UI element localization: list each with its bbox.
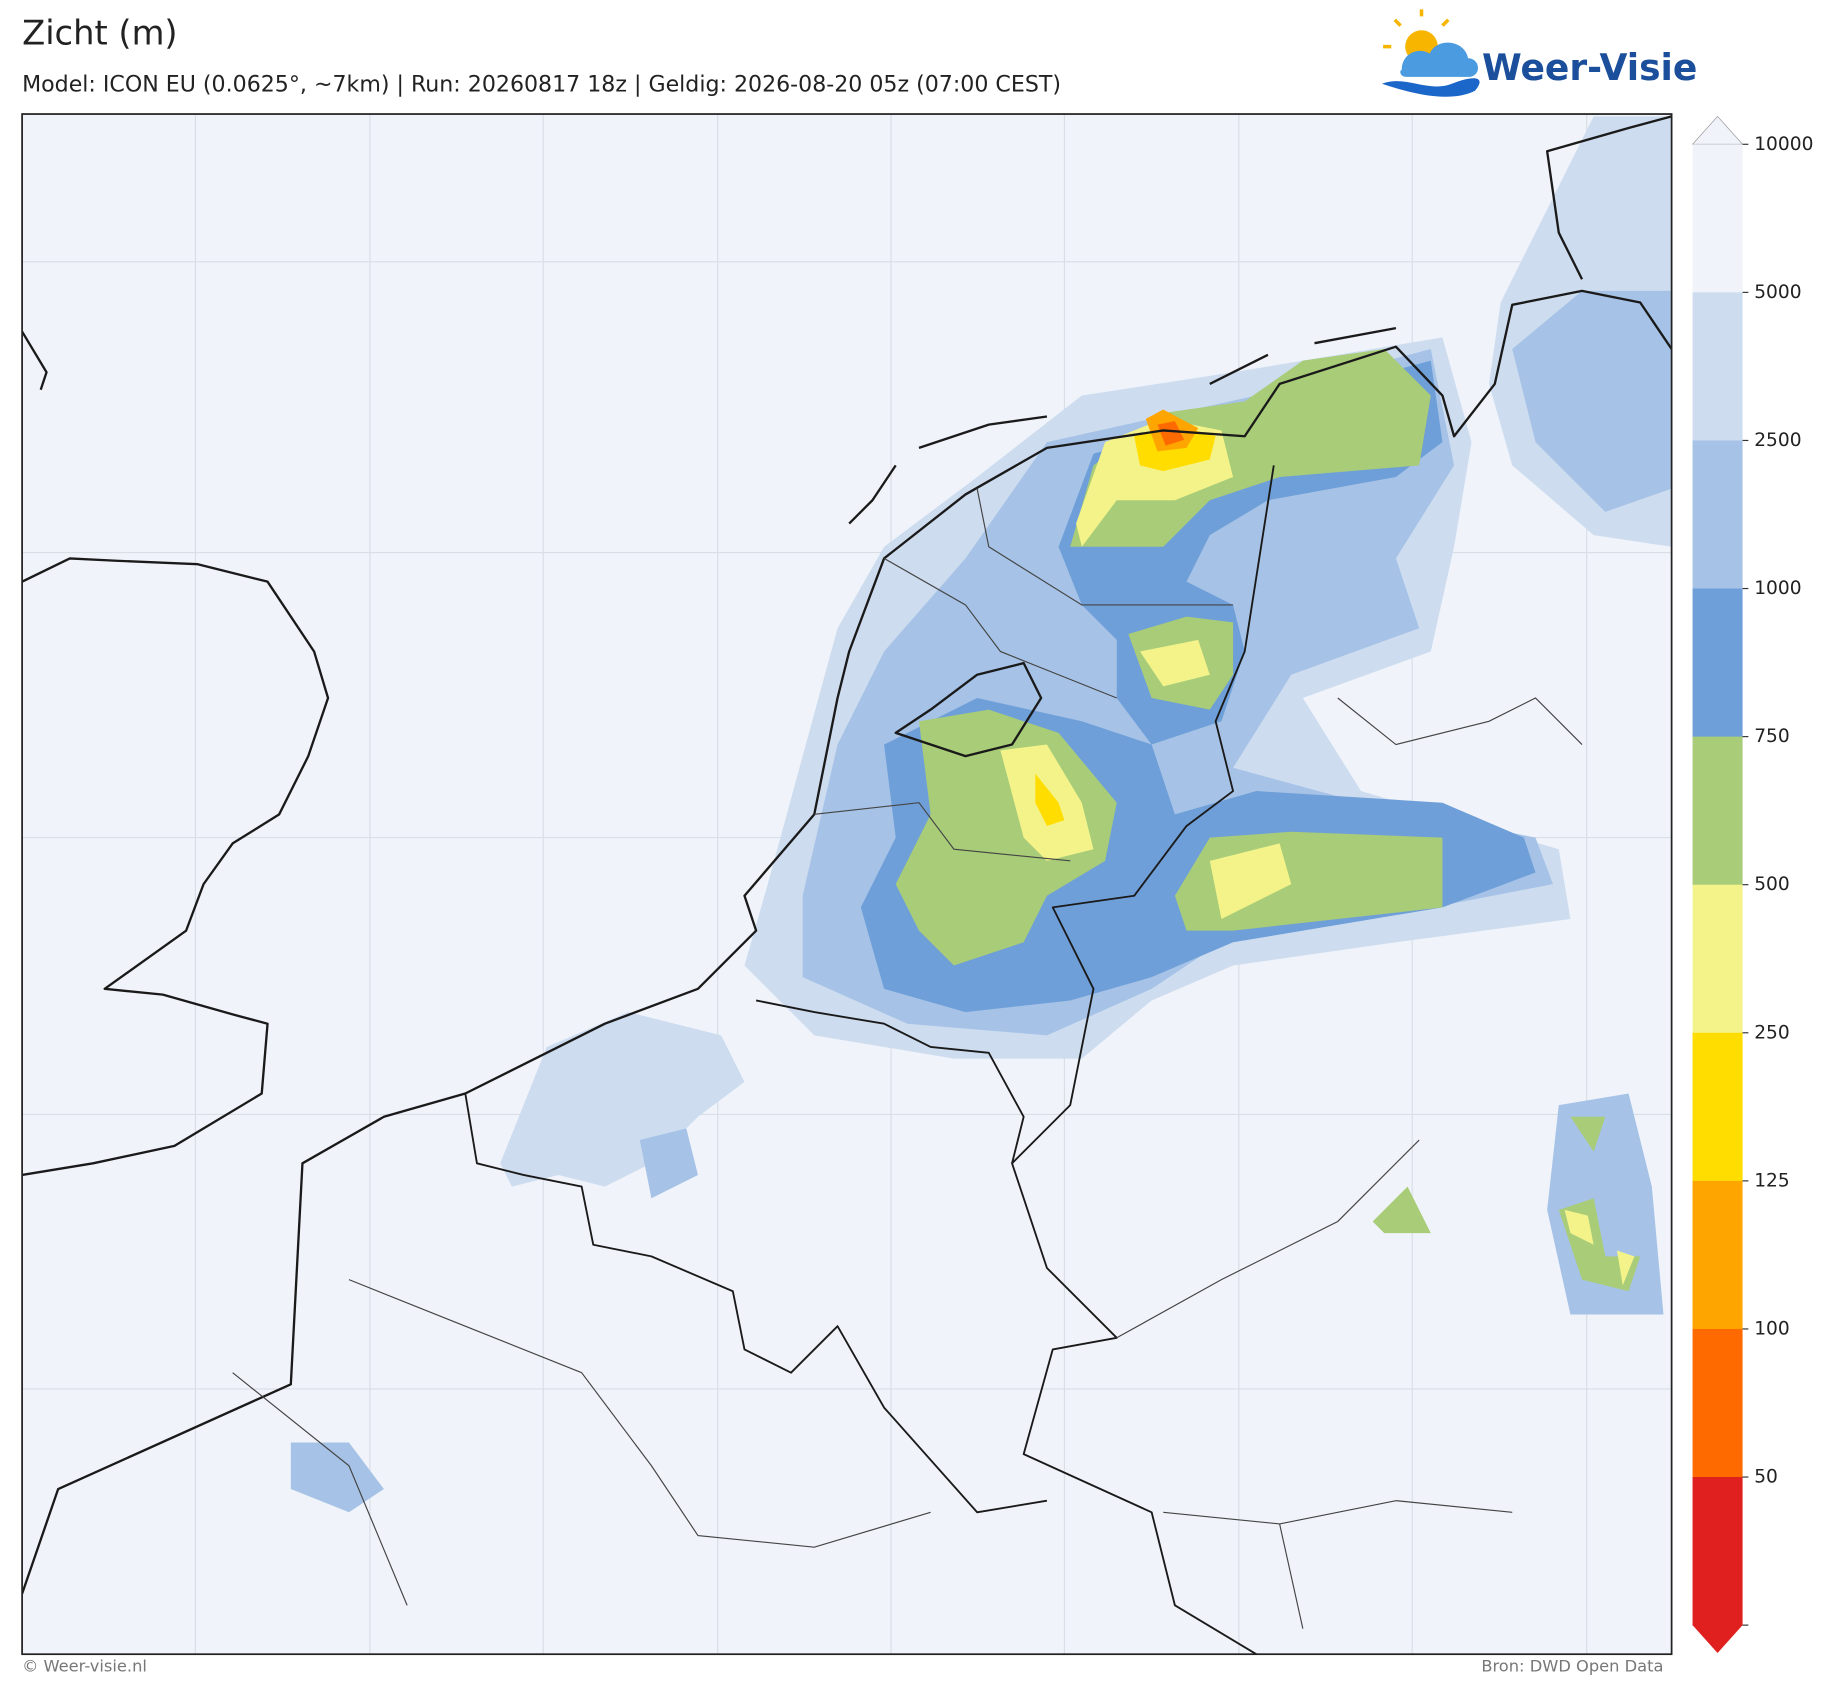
colorbar-tick-label: 750 xyxy=(1754,726,1790,747)
map xyxy=(21,113,1673,1656)
colorbar-segment xyxy=(1692,440,1743,590)
footer-left: © Weer-visie.nl xyxy=(22,1657,147,1676)
colorbar-segment xyxy=(1692,1477,1743,1626)
colorbar-tick-label: 5000 xyxy=(1754,282,1801,303)
colorbar-segment xyxy=(1692,144,1743,293)
logo: Weer-Visie xyxy=(1381,9,1697,97)
colorbar-bottom-extension xyxy=(1692,1625,1743,1654)
borders xyxy=(232,465,1583,1655)
colorbar-tick-label: 125 xyxy=(1754,1170,1790,1191)
colorbar-tick-label: 1000 xyxy=(1754,578,1801,599)
colorbar: 10000 5000 2500 1000 750 500 250 125 100 50 xyxy=(1691,115,1813,1654)
colorbar-segment xyxy=(1692,736,1743,886)
footer-right: Bron: DWD Open Data xyxy=(1481,1657,1663,1676)
colorbar-segment xyxy=(1692,1180,1743,1330)
colorbar-segment xyxy=(1692,1032,1743,1182)
colorbar-tick-label: 2500 xyxy=(1754,430,1801,451)
colorbar-tick-label: 100 xyxy=(1754,1318,1790,1339)
logo-text: Weer-Visie xyxy=(1482,47,1697,89)
colorbar-segment xyxy=(1692,292,1743,442)
colorbar-segment xyxy=(1692,588,1743,738)
colorbar-tick-label: 50 xyxy=(1754,1467,1778,1488)
colorbar-tick-label: 500 xyxy=(1754,874,1790,895)
title: Zicht (m) xyxy=(22,13,177,52)
colorbar-segment xyxy=(1692,1328,1743,1478)
colorbar-tick-label: 10000 xyxy=(1754,134,1813,155)
subtitle: Model: ICON EU (0.0625°, ~7km) | Run: 20… xyxy=(22,71,1061,97)
colorbar-tick-label: 250 xyxy=(1754,1022,1790,1043)
colorbar-segment xyxy=(1692,884,1743,1034)
visibility-field xyxy=(290,116,1672,1513)
coastlines xyxy=(22,115,1672,1595)
